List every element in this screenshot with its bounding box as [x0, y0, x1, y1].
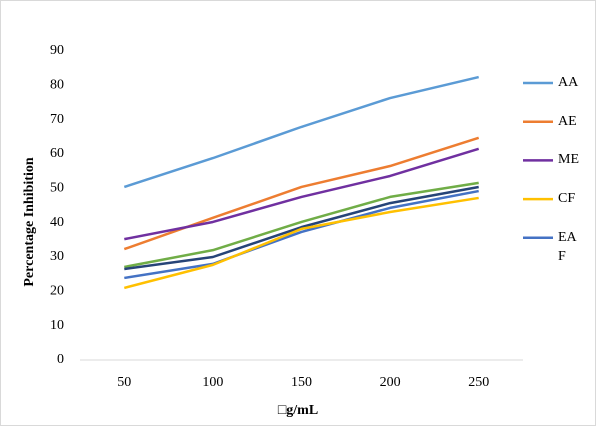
y-axis-title: Percentage Inhibition	[22, 157, 37, 286]
y-tick-label: 80	[50, 78, 64, 93]
y-tick-label: 0	[57, 352, 64, 367]
y-tick-label: 70	[50, 112, 64, 127]
y-tick-label: 20	[50, 284, 64, 299]
x-tick-label: 150	[291, 375, 312, 390]
series-line	[124, 185, 479, 271]
y-tick-label: 10	[50, 318, 64, 333]
series-line	[123, 75, 479, 189]
y-tick-label: 40	[50, 215, 64, 230]
y-tick-label: 90	[50, 43, 64, 58]
series-line	[124, 181, 479, 269]
legend-label: ME	[558, 152, 579, 168]
x-axis-title: □g/mL	[278, 403, 318, 418]
legend-label: CF	[558, 191, 576, 207]
x-tick-label: 50	[117, 375, 131, 390]
y-tick-label: 30	[50, 249, 64, 264]
x-tick-label: 200	[380, 375, 401, 390]
x-tick-label: 250	[468, 375, 489, 390]
series-line	[124, 147, 480, 241]
x-tick-label: 100	[202, 375, 223, 390]
series-line	[123, 196, 479, 290]
legend-label: AE	[558, 113, 577, 129]
legend-label: EAF	[558, 229, 577, 264]
series-line	[124, 189, 479, 280]
y-tick-label: 50	[50, 181, 64, 196]
legend-label: AA	[558, 75, 579, 90]
y-tick-label: 60	[50, 146, 64, 161]
